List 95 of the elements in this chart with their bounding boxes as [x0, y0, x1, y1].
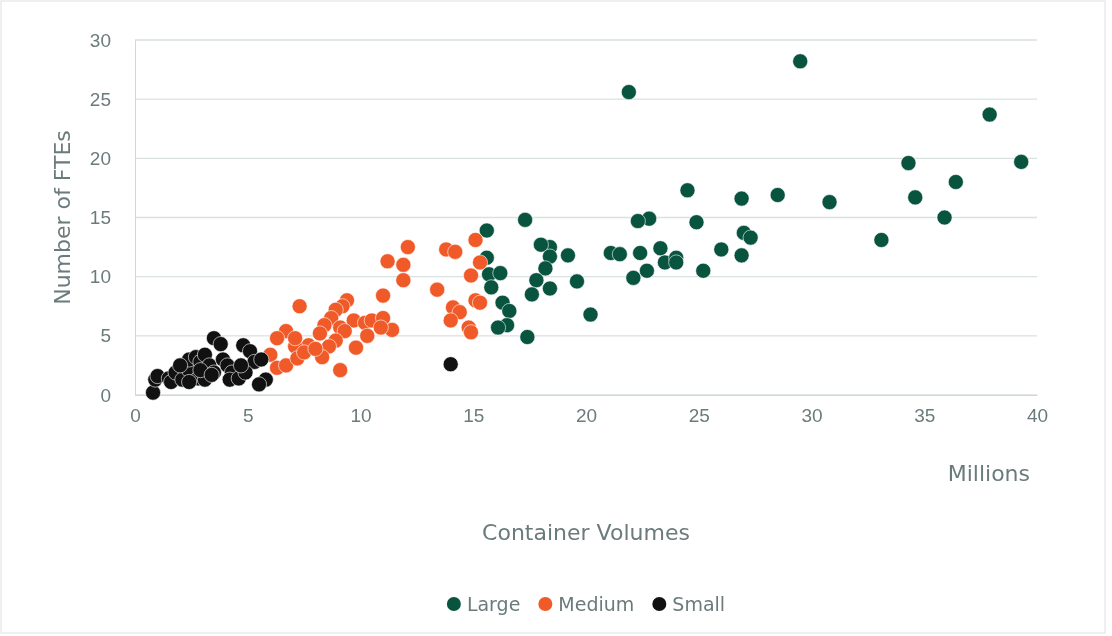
point	[582, 306, 599, 323]
point	[679, 182, 696, 199]
point	[695, 262, 712, 279]
x-tick-label: 40	[1026, 405, 1049, 427]
point	[379, 253, 396, 270]
point	[472, 294, 488, 311]
point	[792, 53, 809, 70]
point	[467, 232, 484, 248]
point	[399, 239, 416, 255]
x-tick-label: 20	[575, 405, 598, 427]
point	[542, 248, 558, 265]
point	[463, 267, 479, 284]
point	[632, 245, 648, 261]
point	[742, 229, 759, 246]
point	[528, 272, 545, 289]
point	[537, 260, 554, 277]
y-tick-label: 10	[89, 266, 111, 288]
x-tick-label: 5	[242, 405, 254, 427]
point	[181, 374, 197, 390]
x-tick-label: 10	[350, 405, 372, 427]
point	[733, 247, 750, 264]
point	[233, 357, 249, 374]
point	[501, 303, 518, 319]
point	[625, 270, 642, 286]
point	[560, 247, 576, 264]
point	[483, 279, 500, 296]
point	[442, 312, 459, 329]
point	[395, 256, 412, 273]
y-tick-label: 20	[89, 147, 111, 169]
point	[769, 187, 786, 203]
point	[269, 330, 285, 347]
legend-label: Medium	[558, 593, 635, 615]
point	[542, 280, 558, 297]
y-tick-label: 5	[100, 325, 111, 347]
point	[372, 319, 389, 336]
point	[287, 330, 303, 347]
legend-label: Small	[672, 593, 726, 615]
point	[490, 319, 506, 336]
point	[733, 190, 750, 207]
point	[569, 273, 585, 290]
point	[947, 174, 964, 190]
point	[478, 222, 495, 239]
x-axis-title: Container Volumes	[482, 520, 690, 545]
point	[145, 384, 161, 401]
x-tick-label: 25	[688, 405, 710, 427]
point	[630, 213, 646, 229]
point	[492, 265, 509, 281]
point	[348, 339, 364, 356]
point	[278, 357, 294, 374]
point	[312, 325, 328, 342]
point	[981, 106, 998, 123]
point	[900, 155, 917, 171]
point	[442, 356, 459, 373]
legend-label: Large	[466, 593, 521, 615]
point	[253, 351, 270, 368]
point	[639, 262, 655, 279]
point	[172, 357, 188, 374]
point	[821, 194, 838, 210]
y-tick-label: 25	[89, 88, 111, 110]
point	[332, 362, 349, 378]
point	[395, 272, 412, 289]
y-tick-label: 15	[89, 207, 111, 229]
y-tick-label: 0	[100, 384, 111, 406]
point	[907, 189, 924, 206]
point	[668, 254, 685, 271]
x-tick-label: 35	[914, 405, 936, 427]
point	[936, 209, 953, 226]
point	[447, 243, 464, 260]
point	[336, 323, 353, 339]
point	[359, 327, 376, 344]
x-tick-label: 15	[463, 405, 485, 427]
point	[251, 376, 267, 393]
point	[1013, 154, 1030, 170]
point	[652, 240, 669, 257]
point	[517, 212, 533, 228]
y-tick-label: 30	[89, 29, 111, 51]
x-tick-label: 30	[801, 405, 823, 427]
y-axis-title: Number of FTEs	[50, 130, 75, 305]
point	[688, 214, 705, 231]
point	[620, 84, 637, 100]
point	[463, 324, 479, 341]
point	[519, 329, 536, 345]
point	[713, 241, 730, 258]
point	[873, 232, 890, 248]
point	[307, 341, 324, 357]
x-tick-label: 0	[130, 405, 141, 427]
point	[524, 286, 540, 303]
point	[611, 246, 628, 263]
point	[375, 287, 391, 304]
text: Millions	[947, 461, 1030, 486]
point	[291, 298, 308, 315]
point	[212, 336, 229, 352]
point	[472, 254, 488, 271]
point	[533, 236, 549, 253]
point	[429, 281, 446, 298]
